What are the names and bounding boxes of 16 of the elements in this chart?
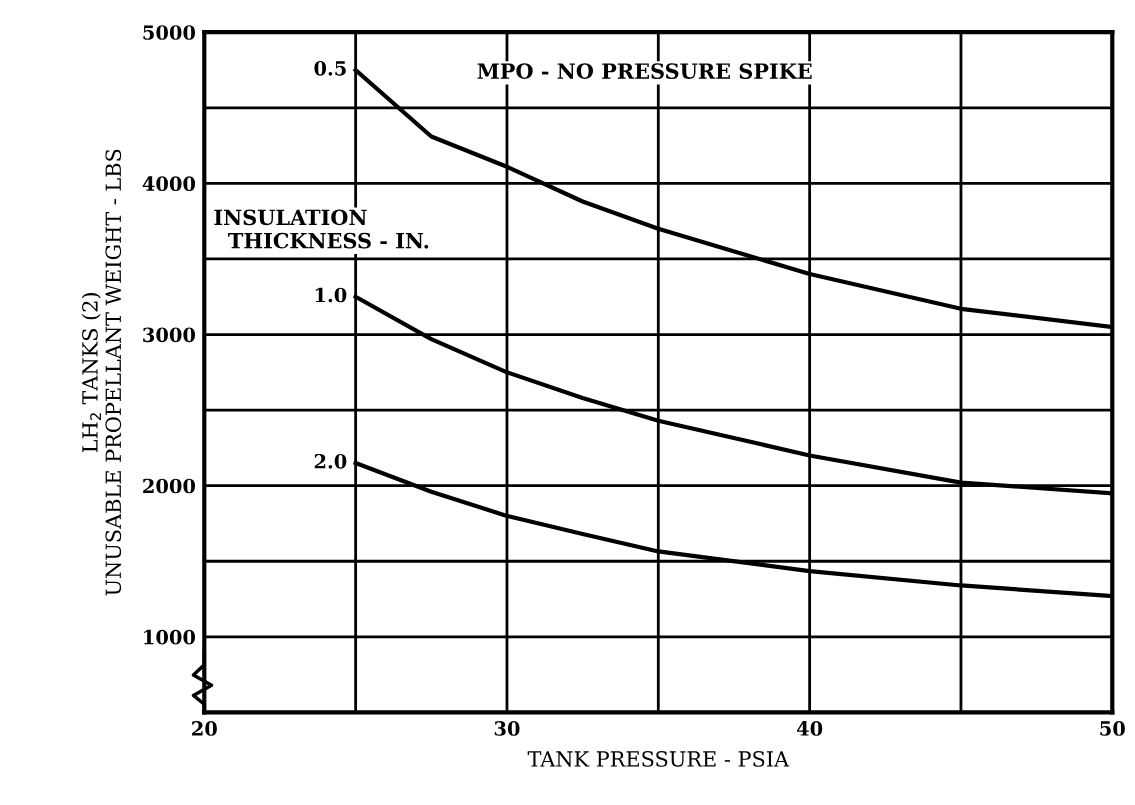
y-tick-label: 3000 bbox=[143, 327, 196, 343]
x-tick-label: 20 bbox=[192, 721, 217, 736]
annotation: INSULATION THICKNESS - IN. bbox=[214, 209, 429, 249]
x-tick-label: 40 bbox=[796, 721, 823, 736]
y-tick-label: 2000 bbox=[143, 478, 196, 494]
series-label: 2.0 bbox=[314, 453, 347, 469]
x-tick-label: 50 bbox=[1100, 721, 1125, 736]
x-axis-title: TANK PRESSURE - PSIA bbox=[527, 751, 790, 767]
x-tick-label: 30 bbox=[494, 721, 520, 736]
y-tick-label: 4000 bbox=[142, 176, 196, 192]
series-label: 1.0 bbox=[315, 287, 347, 303]
y-tick-label: 5000 bbox=[143, 25, 196, 40]
y-tick-label: 1000 bbox=[144, 629, 196, 645]
series-label: 0.5 bbox=[314, 60, 346, 76]
annotation: MPO - NO PRESSURE SPIKE bbox=[477, 63, 812, 79]
y-axis-title: LH$_{2}$ TANKS (2) UNUSABLE PROPELLANT WEIGHT - LBS bbox=[81, 149, 122, 596]
